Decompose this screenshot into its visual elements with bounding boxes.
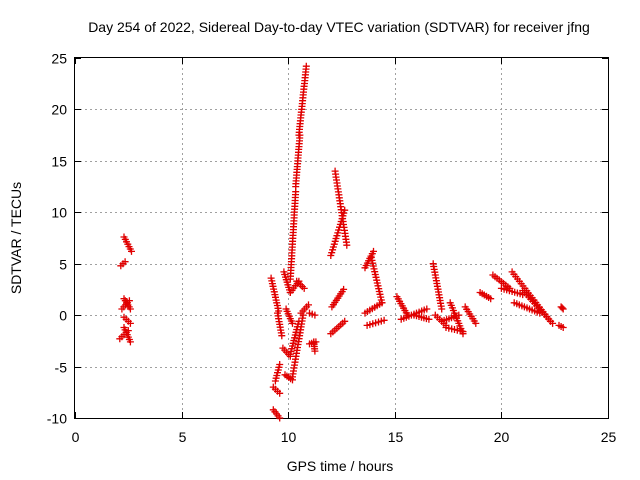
data-point-s29: [340, 285, 348, 293]
data-point-s0: [121, 258, 129, 266]
chart-title: Day 254 of 2022, Sidereal Day-to-day VTE…: [88, 19, 590, 35]
data-point-s10: [276, 389, 284, 397]
y-tick-label: -10: [47, 411, 67, 427]
x-axis-label: GPS time / hours: [287, 458, 394, 474]
y-axis-label: SDTVAR / TECUs: [8, 182, 24, 294]
x-tick-label: 25: [601, 429, 617, 445]
data-point-s25: [311, 347, 319, 355]
x-tick-label: 10: [281, 429, 297, 445]
data-point-s34: [380, 316, 388, 324]
data-point-s43: [472, 319, 480, 327]
data-point-s33: [378, 299, 386, 307]
y-tick-label: 25: [51, 51, 67, 67]
data-point-s44: [487, 295, 495, 303]
data-point-s50: [559, 305, 567, 313]
data-point-s20: [305, 301, 312, 309]
grid: [75, 58, 608, 418]
data-point-s6: [126, 338, 134, 346]
data-point-s11: [276, 414, 284, 422]
x-tick-label: 5: [179, 429, 187, 445]
data-point-s50: [558, 304, 566, 312]
data-point-s30: [341, 317, 349, 325]
data-point-s9: [271, 377, 279, 385]
data-point-s26: [312, 338, 320, 346]
data-point-s3: [126, 305, 134, 313]
y-tick-label: -5: [55, 360, 68, 376]
plot-frame: [74, 57, 609, 419]
y-tick-label: 20: [51, 102, 67, 118]
data-point-s31: [370, 247, 377, 255]
data-point-s42: [459, 328, 467, 336]
data-point-s1: [128, 247, 135, 255]
data-point-s49: [549, 319, 557, 327]
data-point-s15: [289, 319, 296, 327]
x-tick-label: 15: [388, 429, 404, 445]
data-point-s23: [302, 62, 310, 70]
data-point-s37: [425, 315, 433, 323]
x-tick-label: 0: [72, 429, 80, 445]
data-point-s8: [278, 332, 286, 340]
x-tick-label: 20: [494, 429, 510, 445]
data-point-s4: [126, 319, 134, 327]
data-point-s38: [438, 305, 446, 313]
y-tick-label: 10: [51, 205, 67, 221]
data-points: [116, 62, 567, 422]
y-tick-label: 5: [59, 257, 67, 273]
data-point-s36: [423, 305, 431, 313]
data-point-s24: [311, 311, 319, 319]
data-point-s28: [343, 241, 351, 249]
y-tick-label: 15: [51, 154, 67, 170]
data-point-s14: [300, 284, 308, 292]
y-tick-label: 0: [59, 308, 67, 324]
axis-ticks: 0 5 10 15 20 25 -10 -5 0 5 10 15 20 25: [47, 51, 617, 446]
data-point-s51: [559, 324, 567, 331]
